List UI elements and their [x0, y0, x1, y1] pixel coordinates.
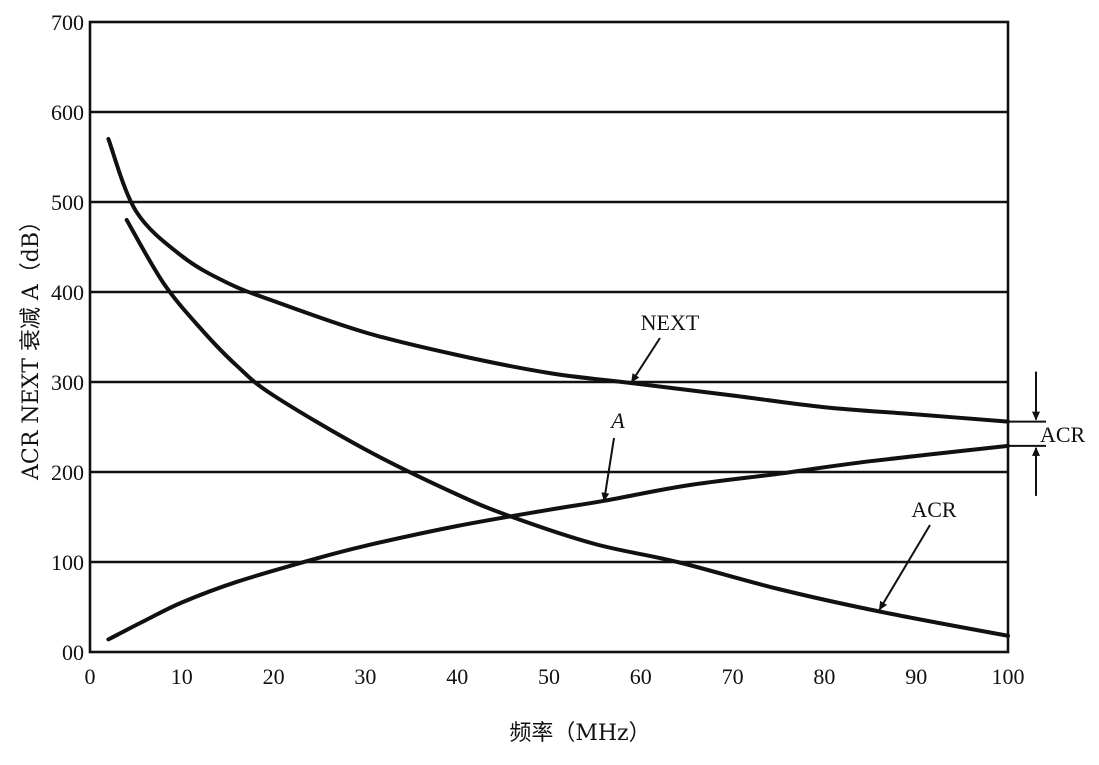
- x-axis-label: 频率（MHz）: [509, 721, 650, 746]
- series-next-line: [106, 137, 1010, 424]
- y-tick-label: 200: [51, 460, 84, 485]
- annotation-arrow: [630, 337, 661, 383]
- x-tick-label: 10: [171, 664, 193, 689]
- y-tick-label: 100: [51, 550, 84, 575]
- plot-frame: [88, 20, 1010, 654]
- series-a-line: [106, 443, 1010, 642]
- x-tick-label: 0: [85, 664, 96, 689]
- y-tick-label: 400: [51, 280, 84, 305]
- annotations: NEXT A ACR ACR: [601, 310, 1086, 611]
- gridlines: [90, 110, 1008, 564]
- x-tick-label: 20: [263, 664, 285, 689]
- series-acr-line: [124, 218, 1010, 638]
- annotation-arrow: [878, 524, 931, 611]
- annotation-arrow: [601, 437, 615, 502]
- x-tick-label: 70: [722, 664, 744, 689]
- annotation-label: NEXT: [641, 310, 700, 335]
- series-layer: [106, 137, 1010, 642]
- x-tick-label: 30: [354, 664, 376, 689]
- y-tick-label: 300: [51, 370, 84, 395]
- y-tick-label: 00: [62, 640, 84, 665]
- x-tick-label: 80: [813, 664, 835, 689]
- y-axis-label: ACR NEXT 衰减 A（dB）: [19, 210, 44, 481]
- y-tick-label: 700: [51, 10, 84, 35]
- tick-labels: 0 10 20 30 40 50 60 70 80 90 100 00 100 200 300 400 500 6…: [51, 10, 1025, 689]
- x-tick-label: 100: [992, 664, 1025, 689]
- annotation-label: A: [609, 408, 625, 433]
- x-tick-label: 40: [446, 664, 468, 689]
- x-tick-label: 90: [905, 664, 927, 689]
- annotation-label: ACR: [911, 497, 957, 522]
- x-tick-label: 60: [630, 664, 652, 689]
- annotation-label: ACR: [1040, 422, 1086, 447]
- y-tick-label: 600: [51, 100, 84, 125]
- x-tick-label: 50: [538, 664, 560, 689]
- y-tick-label: 500: [51, 190, 84, 215]
